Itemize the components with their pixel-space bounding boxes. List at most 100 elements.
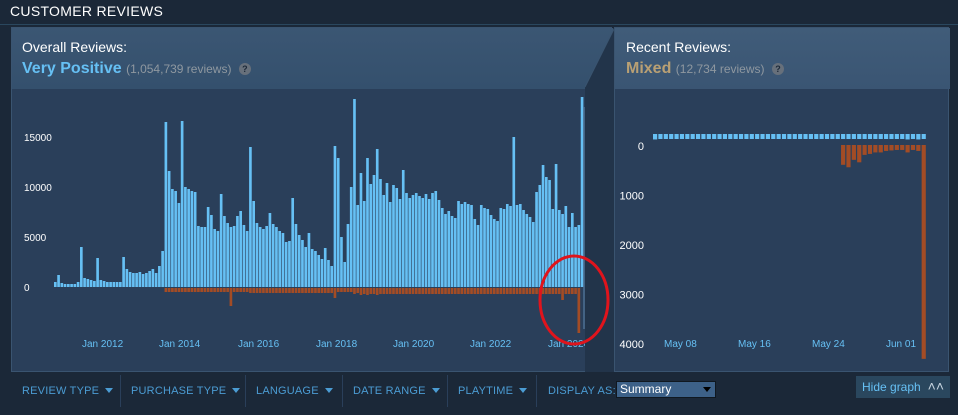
negative-bar bbox=[275, 288, 278, 293]
negative-bar bbox=[841, 145, 846, 165]
negative-bar bbox=[522, 288, 525, 294]
negative-bar bbox=[401, 288, 405, 294]
negative-bar bbox=[574, 288, 577, 294]
positive-bar bbox=[408, 198, 412, 287]
positive-bar bbox=[301, 240, 304, 287]
negative-bar bbox=[197, 288, 200, 292]
negative-bar bbox=[262, 288, 265, 293]
filter-label: LANGUAGE bbox=[256, 385, 319, 397]
filter-language[interactable]: LANGUAGE bbox=[256, 377, 333, 405]
positive-bar bbox=[450, 216, 454, 287]
negative-bar bbox=[310, 288, 314, 293]
positive-bar bbox=[73, 284, 77, 287]
positive-bar bbox=[427, 199, 431, 287]
positive-bar bbox=[706, 134, 711, 139]
positive-bar bbox=[102, 281, 106, 287]
positive-bar bbox=[148, 271, 151, 287]
negative-bar bbox=[375, 288, 379, 295]
positive-bar bbox=[722, 134, 728, 139]
positive-bar bbox=[343, 262, 347, 287]
negative-bar bbox=[252, 288, 255, 293]
negative-bar bbox=[512, 288, 516, 294]
negative-bar bbox=[336, 288, 340, 292]
positive-bar bbox=[910, 134, 916, 139]
positive-bar bbox=[187, 189, 190, 287]
positive-bar bbox=[905, 134, 910, 140]
recent-rating[interactable]: Mixed bbox=[626, 60, 672, 77]
positive-bar bbox=[86, 279, 90, 287]
chevron-down-icon bbox=[105, 388, 114, 393]
positive-bar bbox=[245, 231, 249, 287]
filter-purchase-type[interactable]: PURCHASE TYPE bbox=[131, 377, 241, 405]
positive-bar bbox=[424, 194, 428, 287]
hide-graph-button[interactable]: Hide graph ˄˄ bbox=[856, 376, 950, 398]
positive-bar bbox=[375, 149, 379, 287]
positive-bar bbox=[466, 204, 470, 287]
positive-bar bbox=[255, 223, 259, 287]
negative-bar bbox=[174, 288, 177, 292]
display-as-select[interactable]: Summary bbox=[616, 381, 716, 398]
question-icon[interactable]: ? bbox=[238, 63, 251, 75]
negative-bar bbox=[921, 145, 926, 359]
negative-bar bbox=[362, 288, 366, 294]
positive-bar bbox=[463, 202, 467, 287]
positive-bar bbox=[190, 191, 194, 287]
negative-bar bbox=[867, 145, 873, 154]
positive-bar bbox=[109, 282, 112, 287]
overall-reviews-label: Overall Reviews: bbox=[22, 39, 128, 55]
negative-bar bbox=[900, 145, 905, 150]
filter-label: DATE RANGE bbox=[353, 385, 426, 397]
negative-bar bbox=[385, 288, 389, 294]
negative-bar bbox=[193, 288, 197, 292]
positive-bar bbox=[346, 224, 350, 287]
negative-bar bbox=[554, 288, 558, 294]
negative-bar bbox=[577, 288, 581, 333]
filter-playtime[interactable]: PLAYTIME bbox=[458, 377, 528, 405]
question-icon[interactable]: ? bbox=[771, 63, 784, 75]
positive-bar bbox=[80, 247, 83, 287]
negative-bar bbox=[297, 288, 301, 293]
positive-bar bbox=[174, 191, 177, 287]
negative-bar bbox=[356, 288, 360, 293]
negative-bar bbox=[223, 288, 226, 292]
positive-bar bbox=[291, 198, 295, 287]
y-tick-label: 0 bbox=[638, 141, 644, 153]
positive-bar bbox=[434, 191, 438, 287]
positive-bar bbox=[151, 269, 155, 287]
positive-bar bbox=[145, 273, 148, 287]
negative-bar bbox=[164, 288, 168, 292]
positive-bar bbox=[862, 134, 867, 139]
recent-reviews-header: Recent Reviews: Mixed (12,734 reviews) ? bbox=[615, 28, 950, 89]
filter-date-range[interactable]: DATE RANGE bbox=[353, 377, 440, 405]
negative-bar bbox=[278, 288, 282, 293]
positive-bar bbox=[132, 273, 135, 287]
negative-bar bbox=[271, 288, 275, 293]
positive-bar bbox=[310, 249, 314, 287]
negative-bar bbox=[541, 288, 545, 294]
filter-divider bbox=[536, 375, 537, 407]
filter-review-type[interactable]: REVIEW TYPE bbox=[22, 377, 114, 405]
red-circle-annotation bbox=[538, 254, 610, 346]
negative-bar bbox=[359, 288, 363, 295]
negative-bar bbox=[177, 288, 181, 292]
positive-bar bbox=[878, 134, 883, 139]
positive-bar bbox=[411, 195, 415, 287]
negative-bar bbox=[525, 288, 529, 294]
positive-bar bbox=[749, 134, 754, 139]
negative-bar bbox=[518, 288, 522, 294]
negative-bar bbox=[291, 288, 295, 293]
positive-bar bbox=[359, 173, 363, 287]
y-tick-label: 2000 bbox=[620, 240, 644, 252]
negative-bar bbox=[216, 288, 220, 292]
negative-bar bbox=[460, 288, 464, 294]
negative-bar bbox=[340, 288, 343, 292]
positive-bar bbox=[258, 227, 262, 287]
positive-bar bbox=[265, 226, 268, 287]
positive-bar bbox=[278, 231, 282, 287]
positive-bar bbox=[717, 134, 722, 139]
negative-bar bbox=[187, 288, 190, 292]
negative-bar bbox=[405, 288, 408, 294]
overall-rating[interactable]: Very Positive bbox=[22, 60, 122, 77]
positive-bar bbox=[580, 97, 584, 287]
positive-bar bbox=[808, 134, 813, 139]
